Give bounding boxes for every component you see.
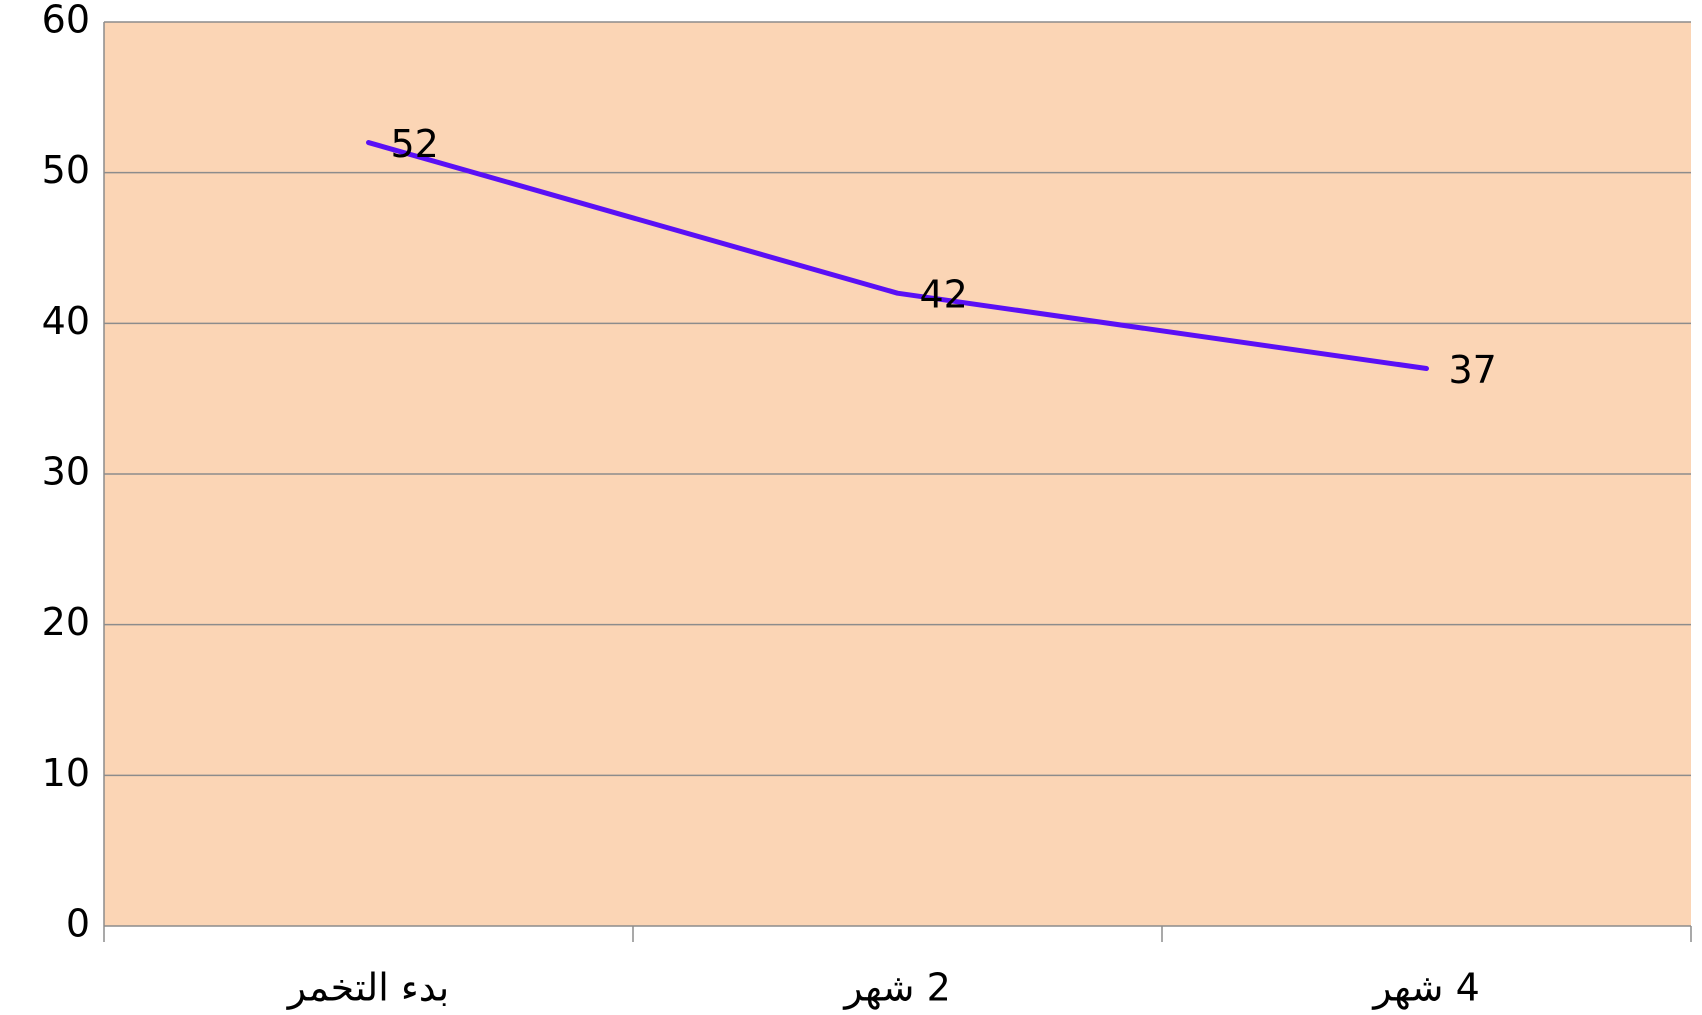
y-tick-label: 60 <box>42 0 90 42</box>
x-tick-label: بدء التخمر <box>286 966 450 1011</box>
data-label: 37 <box>1449 348 1497 392</box>
y-tick-label: 10 <box>42 751 90 795</box>
data-line <box>366 140 1429 372</box>
y-tick-label: 0 <box>66 902 90 946</box>
data-label: 52 <box>391 122 439 166</box>
data-label: 42 <box>920 273 968 317</box>
y-tick-label: 20 <box>42 600 90 644</box>
y-tick-label: 40 <box>42 299 90 343</box>
y-tick-label: 30 <box>42 450 90 494</box>
x-tick-label: 4 شهر <box>1371 966 1480 1011</box>
y-tick-label: 50 <box>42 148 90 192</box>
x-tick-label: 2 شهر <box>842 966 951 1011</box>
